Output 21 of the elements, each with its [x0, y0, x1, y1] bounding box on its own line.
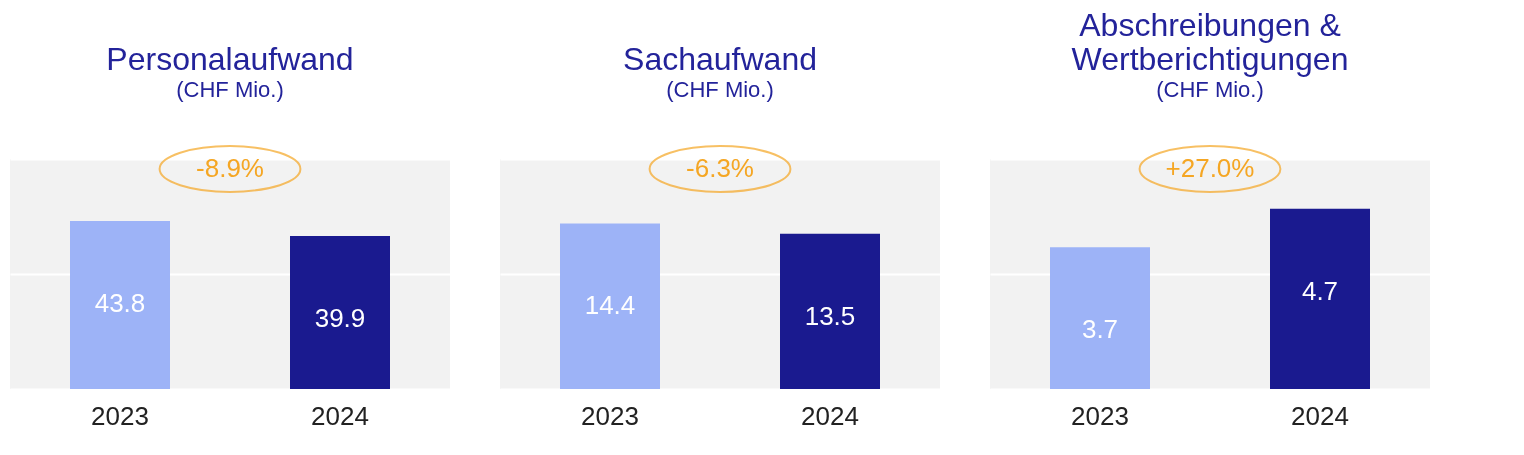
x-tick-label: 2023	[91, 400, 149, 431]
data-label: 43.8	[94, 288, 146, 319]
data-label: 39.9	[314, 303, 366, 334]
chart-subtitle: (CHF Mio.)	[1156, 77, 1264, 103]
x-tick-label: 2024	[1291, 400, 1349, 431]
chart-subtitle: (CHF Mio.)	[666, 77, 774, 103]
annotation: +27.0%	[1165, 153, 1255, 183]
chart-title: Abschreibungen & Wertberichtigungen	[1071, 7, 1349, 78]
x-tick-label: 2024	[801, 400, 859, 431]
data-label: 3.7	[1081, 314, 1119, 345]
data-label: 4.7	[1301, 275, 1339, 306]
data-label: 13.5	[804, 300, 856, 331]
chart-subtitle: (CHF Mio.)	[176, 77, 284, 103]
chart-title: Personalaufwand	[106, 41, 354, 78]
x-tick-label: 2024	[311, 400, 369, 431]
data-label: 14.4	[584, 290, 636, 321]
annotation: -8.9%	[196, 153, 264, 183]
chart-title: Sachaufwand	[623, 41, 817, 78]
x-tick-label: 2023	[1071, 400, 1129, 431]
annotation: -6.3%	[686, 153, 754, 183]
x-tick-label: 2023	[581, 400, 639, 431]
